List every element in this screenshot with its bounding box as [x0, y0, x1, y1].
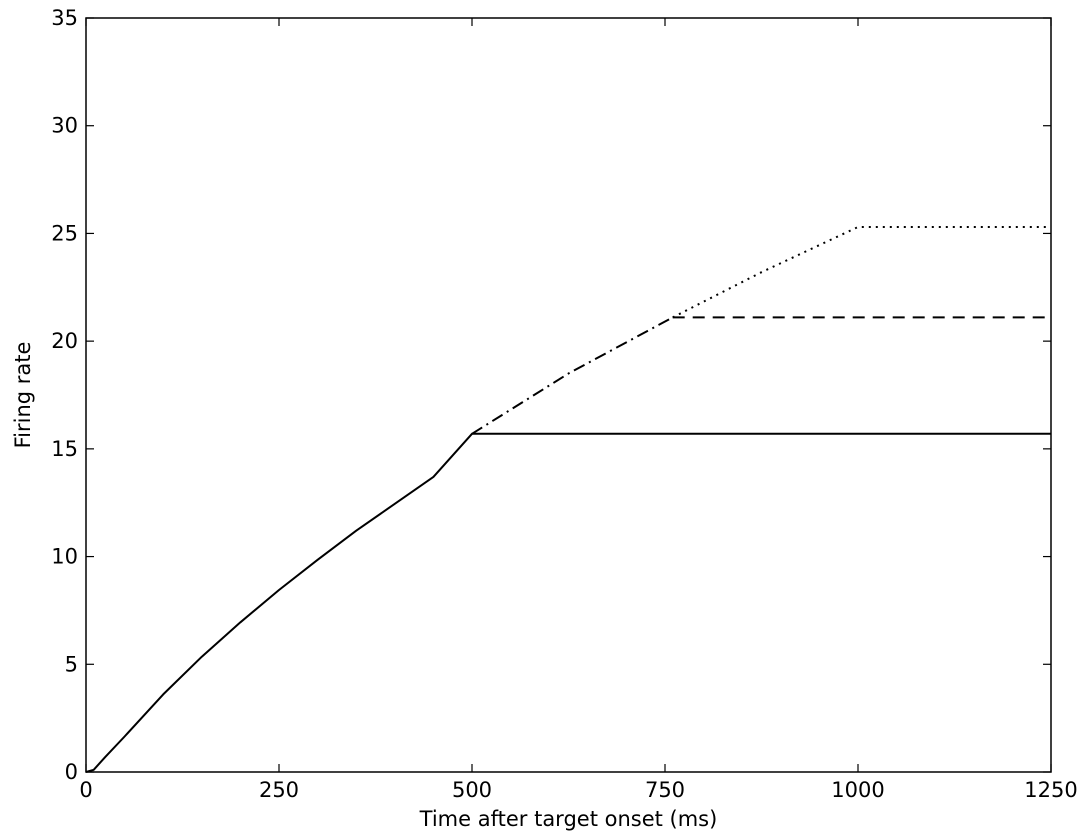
x-axis-label: Time after target onset (ms) [419, 807, 718, 831]
tick-layer: 0 250 500 750 1000 1250 0 5 10 15 20 25 30 35 [51, 6, 1077, 802]
y-tick-label: 15 [51, 437, 78, 461]
series-layer [85, 226, 1051, 773]
y-tick-label: 35 [51, 6, 78, 30]
y-tick-label: 10 [51, 545, 78, 569]
x-tick-label: 1000 [831, 778, 884, 802]
y-axis-label: Firing rate [11, 342, 35, 449]
x-tick-label: 500 [452, 778, 492, 802]
y-tick-label: 0 [65, 760, 78, 784]
y-tick-label: 25 [51, 221, 78, 245]
plot-frame [85, 17, 1052, 773]
x-tick-label: 250 [259, 778, 299, 802]
series-line-dotted [672, 226, 1051, 319]
y-tick-label: 5 [65, 652, 78, 676]
series-line-dashdot [471, 316, 674, 435]
series-line-solid [85, 432, 1051, 773]
x-tick-label: 750 [645, 778, 685, 802]
y-tick-label: 20 [51, 329, 78, 353]
x-tick-label: 1250 [1024, 778, 1077, 802]
x-tick-label: 0 [79, 778, 92, 802]
y-tick-label: 30 [51, 114, 78, 138]
